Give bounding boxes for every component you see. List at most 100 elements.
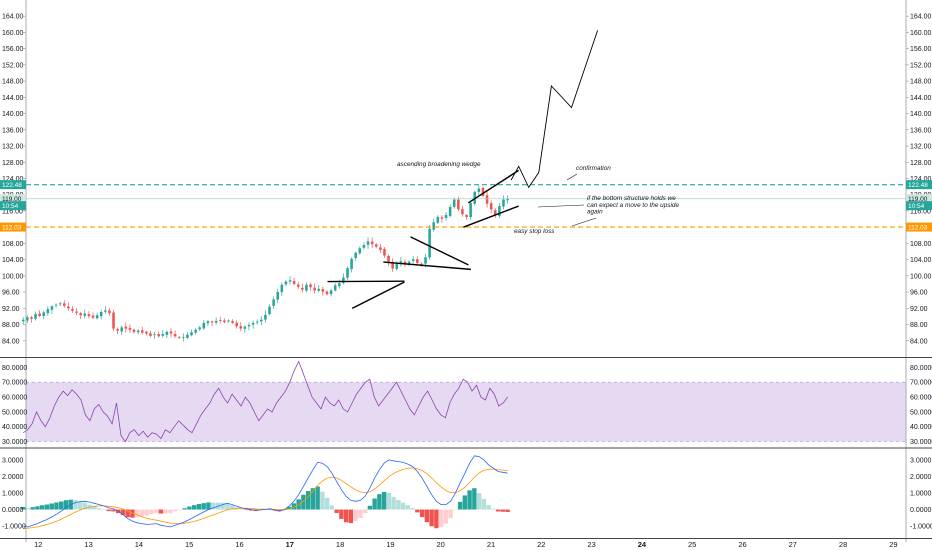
candle-body xyxy=(38,313,41,317)
macd-histogram-bar xyxy=(491,508,496,510)
candle-body xyxy=(395,264,399,270)
candle-body xyxy=(255,321,259,323)
macd-histogram-bar xyxy=(286,506,292,510)
macd-histogram-bar xyxy=(158,509,164,514)
candle-body xyxy=(346,268,349,278)
price-tick-label-left: 88.00 xyxy=(2,322,20,329)
candle-body xyxy=(379,247,382,250)
candle-body xyxy=(374,244,378,247)
macd-histogram-bar xyxy=(220,502,225,510)
macd-histogram-bar xyxy=(40,505,45,510)
macd-histogram-bar xyxy=(362,509,368,514)
macd-histogram-bar xyxy=(438,509,444,528)
macd-histogram-bar xyxy=(348,509,354,524)
time-tick-label: 24 xyxy=(638,540,647,549)
candle-body xyxy=(288,280,292,282)
candle-body xyxy=(99,311,103,317)
candle-body xyxy=(62,303,66,306)
price-tick-label-left: 152.00 xyxy=(2,62,24,69)
macd-histogram-bar xyxy=(329,505,335,510)
candle-body xyxy=(383,248,386,256)
candle-body xyxy=(506,198,509,201)
candle-body xyxy=(272,299,275,306)
candle-body xyxy=(325,291,329,295)
macd-histogram-bar xyxy=(410,508,415,510)
candle-body xyxy=(149,333,152,336)
macd-histogram-bar xyxy=(405,505,411,510)
macd-histogram-bar xyxy=(434,509,439,529)
macd-histogram-bar xyxy=(305,491,311,510)
macd-histogram-bar xyxy=(291,503,297,510)
candle-body xyxy=(424,257,427,264)
macd-histogram-bar xyxy=(101,509,107,511)
trendline xyxy=(351,281,405,309)
candle-body xyxy=(210,321,214,323)
candle-body xyxy=(71,308,74,311)
macd-histogram-bar xyxy=(92,506,97,510)
candle-body xyxy=(428,228,431,258)
macd-tick-label-left: 3.0000 xyxy=(2,457,24,464)
macd-histogram-bar xyxy=(82,502,88,510)
candle-body xyxy=(30,317,33,319)
macd-tick-label-right: -1.0000 xyxy=(910,524,932,531)
macd-tick-label-right: 0.0000 xyxy=(910,507,932,514)
price-tick-label-left: 132.00 xyxy=(2,144,24,151)
price-tick-label-right: 140.00 xyxy=(910,111,932,118)
candle-body xyxy=(140,330,144,333)
candle-body xyxy=(494,210,497,216)
macd-histogram-bar xyxy=(134,509,140,518)
candle-body xyxy=(469,202,472,218)
macd-histogram-bar xyxy=(415,509,420,513)
macd-histogram-bar xyxy=(457,501,463,510)
candle-body xyxy=(112,312,115,329)
candle-body xyxy=(235,322,238,327)
candle-body xyxy=(461,209,464,215)
macd-histogram-bar xyxy=(149,509,154,515)
macd-histogram-bar xyxy=(210,502,216,510)
price-badge-right xyxy=(906,201,932,211)
price-tick-label-left: 108.00 xyxy=(2,241,24,248)
candle-body xyxy=(206,321,210,324)
macd-histogram-bar xyxy=(343,509,349,523)
macd-tick-label-right: 2.0000 xyxy=(910,474,932,481)
macd-histogram-bar xyxy=(77,501,83,510)
macd-histogram-bar xyxy=(206,502,211,510)
price-tick-label-left: 84.00 xyxy=(2,338,20,345)
macd-histogram-bar xyxy=(391,496,396,510)
candle-body xyxy=(194,329,197,333)
candle-body xyxy=(403,261,407,265)
candle-body xyxy=(239,326,243,329)
candle-body xyxy=(452,199,456,207)
time-tick-label: 26 xyxy=(738,540,746,549)
candle-body xyxy=(276,292,279,300)
macd-histogram-bar xyxy=(339,509,344,519)
candle-body xyxy=(391,261,394,269)
macd-tick-label-left: 0.0000 xyxy=(2,507,24,514)
macd-histogram-bar xyxy=(500,509,506,512)
annotation-text: again xyxy=(587,209,603,216)
candle-body xyxy=(411,259,415,262)
candle-body xyxy=(333,285,337,291)
price-badge-label-left: 119.00 xyxy=(2,196,22,203)
macd-histogram-bar xyxy=(225,502,230,510)
rsi-tick-label-right: 50.0000 xyxy=(910,409,932,416)
macd-histogram-bar xyxy=(130,509,135,518)
candle-body xyxy=(399,261,403,264)
candle-body xyxy=(91,315,95,318)
price-badge-right xyxy=(906,180,932,190)
price-tick-label-left: 156.00 xyxy=(2,46,24,53)
price-tick-label-right: 88.00 xyxy=(910,322,928,329)
candle-body xyxy=(132,329,136,332)
time-tick-label: 20 xyxy=(437,540,445,549)
trendline xyxy=(410,236,469,266)
macd-histogram-bar xyxy=(244,509,249,511)
candle-body xyxy=(432,222,435,230)
candle-body xyxy=(165,331,169,335)
time-tick-label: 16 xyxy=(235,540,243,549)
overlays xyxy=(26,30,906,309)
macd-histogram-bar xyxy=(358,509,363,519)
macd-tick-label-left: 1.0000 xyxy=(2,491,24,498)
candle-body xyxy=(169,331,173,334)
candle-body xyxy=(407,261,411,264)
candle-body xyxy=(350,258,353,270)
